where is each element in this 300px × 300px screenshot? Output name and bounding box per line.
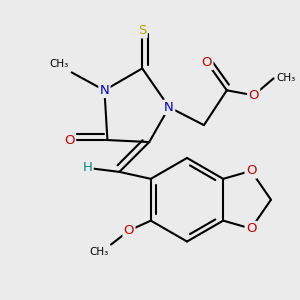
Text: O: O [202, 56, 212, 69]
Text: CH₃: CH₃ [50, 59, 69, 69]
Text: O: O [246, 164, 256, 177]
Text: O: O [248, 89, 259, 102]
Text: CH₃: CH₃ [90, 248, 109, 257]
Text: O: O [64, 134, 75, 147]
Text: N: N [164, 101, 174, 114]
Text: S: S [138, 24, 146, 37]
Text: O: O [124, 224, 134, 237]
Text: N: N [100, 84, 109, 97]
Text: H: H [82, 161, 92, 174]
Text: O: O [246, 222, 256, 235]
Text: CH₃: CH₃ [277, 74, 296, 83]
